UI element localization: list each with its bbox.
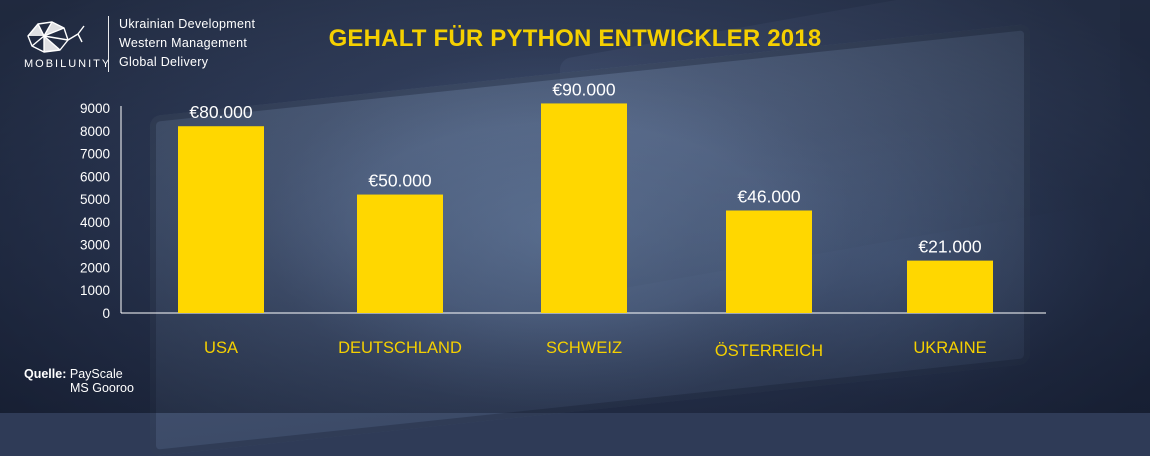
- y-tick-label: 4000: [80, 215, 110, 230]
- y-tick-label: 3000: [80, 238, 110, 253]
- x-tick-label: UKRAINE: [913, 339, 986, 357]
- tagline: Ukrainian Development Western Management…: [119, 15, 255, 72]
- data-label: €21.000: [918, 237, 982, 257]
- whale-logo-icon: [27, 21, 85, 53]
- y-tick-label: 6000: [80, 169, 110, 184]
- bar: [357, 194, 443, 313]
- data-label: €80.000: [189, 102, 253, 122]
- data-label: €46.000: [737, 187, 801, 207]
- source-label: Quelle:: [24, 367, 67, 381]
- data-label: €50.000: [368, 171, 432, 191]
- y-tick-label: 9000: [80, 101, 110, 116]
- y-tick-label: 1000: [80, 283, 110, 298]
- tagline-line: Ukrainian Development: [119, 17, 256, 31]
- source-note: Quelle: PayScale MS Gooroo: [24, 367, 134, 395]
- y-tick-label: 7000: [80, 147, 110, 162]
- bar: [178, 126, 264, 313]
- y-tick-label: 0: [102, 306, 110, 321]
- bar: [541, 103, 627, 313]
- logo-divider: [108, 16, 109, 72]
- x-tick-label: ÖSTERREICH: [715, 342, 823, 360]
- chart-title: GEHALT FÜR PYTHON ENTWICKLER 2018: [328, 25, 822, 52]
- source-line: PayScale: [69, 367, 123, 381]
- tagline-line: Global Delivery: [119, 55, 209, 69]
- y-tick-label: 5000: [80, 192, 110, 207]
- data-label: €90.000: [552, 79, 616, 99]
- y-tick-label: 8000: [80, 124, 110, 139]
- x-tick-label: DEUTSCHLAND: [338, 339, 462, 357]
- bar: [907, 260, 993, 313]
- y-tick-label: 2000: [80, 260, 110, 275]
- bar: [726, 210, 812, 313]
- brand-name: MOBILUNITY: [24, 58, 112, 70]
- x-tick-label: USA: [204, 339, 238, 357]
- bar-chart: 0 1000 2000 3000 4000 5000 6000 7000 8000 9000 €80…: [80, 79, 1046, 360]
- x-tick-label: SCHWEIZ: [546, 339, 622, 357]
- tagline-line: Western Management: [119, 36, 248, 50]
- source-line: MS Gooroo: [70, 381, 134, 395]
